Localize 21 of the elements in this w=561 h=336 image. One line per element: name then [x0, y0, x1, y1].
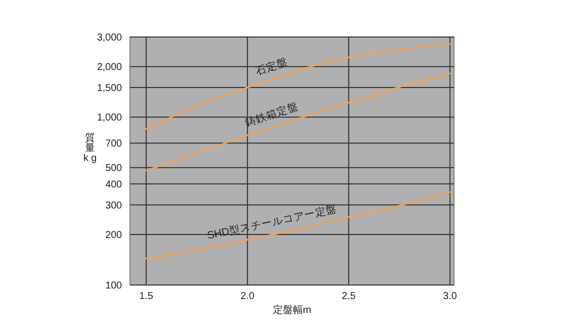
y-tick-label: 200 [105, 230, 122, 241]
x-axis-title: 定盤幅m [272, 304, 312, 316]
x-tick-label: 1.5 [139, 291, 154, 302]
x-tick-label: 2.0 [240, 291, 255, 302]
x-tick-label: 2.5 [342, 291, 356, 302]
y-tick-label: 300 [105, 200, 122, 212]
text: 石定盤 [254, 55, 290, 78]
y-tick-label: 3,000 [96, 32, 122, 44]
y-tick-label: 1,000 [96, 112, 122, 124]
y-tick-label: 1,500 [96, 83, 122, 94]
line-series [145, 191, 451, 260]
y-tick-label: 400 [105, 179, 122, 190]
text: SHD型スチールコアー定盤 [206, 202, 338, 242]
y-tick-label: 100 [105, 280, 122, 292]
line-series [145, 43, 451, 130]
x-tick-label: 3.0 [442, 291, 458, 302]
y-axis-title: 質量k g [83, 132, 97, 164]
y-tick-label: 700 [105, 138, 122, 150]
text: 鋳鉄箱定盤 [244, 100, 300, 130]
y-tick-label: 2,000 [96, 62, 122, 74]
y-tick-label: 500 [105, 163, 122, 174]
